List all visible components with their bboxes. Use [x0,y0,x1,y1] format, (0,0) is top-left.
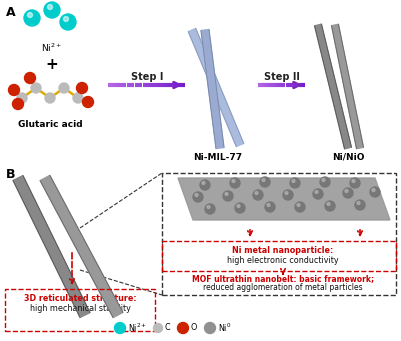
Circle shape [295,202,305,212]
Circle shape [45,93,55,103]
Circle shape [207,206,210,208]
Circle shape [195,193,198,196]
Text: high mechanical stability: high mechanical stability [30,304,130,313]
Circle shape [322,178,325,181]
Circle shape [73,93,83,103]
Circle shape [370,187,380,197]
Text: +: + [46,57,59,72]
Text: Glutaric acid: Glutaric acid [18,120,82,129]
Polygon shape [201,29,224,148]
Text: Step I: Step I [131,72,163,82]
Text: Ni$^{2+}$: Ni$^{2+}$ [128,322,147,334]
Bar [162,173,396,295]
Circle shape [205,204,215,214]
Circle shape [255,192,258,194]
Circle shape [253,190,263,200]
Circle shape [315,191,318,193]
Text: Ni metal nanoparticle:: Ni metal nanoparticle: [232,246,334,255]
Circle shape [60,14,76,30]
Text: A: A [6,6,16,19]
Circle shape [345,190,348,193]
Circle shape [352,179,355,182]
Text: 3D reticulated structure:: 3D reticulated structure: [24,294,136,303]
Circle shape [283,190,293,200]
Circle shape [235,203,245,213]
Bar [162,241,396,271]
Polygon shape [315,24,351,149]
Circle shape [115,323,126,333]
Circle shape [200,180,210,190]
Circle shape [292,179,295,182]
Circle shape [372,189,375,192]
Circle shape [44,2,60,18]
Bar [5,289,155,331]
Text: reduced agglomeration of metal particles: reduced agglomeration of metal particles [203,283,363,292]
Text: Ni/NiO: Ni/NiO [332,153,364,162]
Polygon shape [332,24,363,149]
Text: high electronic conductivity: high electronic conductivity [227,256,339,265]
Circle shape [28,13,32,17]
Circle shape [313,189,323,199]
Circle shape [285,192,288,194]
Circle shape [237,205,240,208]
Circle shape [265,202,275,212]
Circle shape [290,178,300,188]
Text: Ni-MIL-77: Ni-MIL-77 [193,153,243,162]
Text: O: O [190,324,197,332]
Circle shape [320,177,330,187]
Text: B: B [6,168,16,181]
Circle shape [355,200,365,210]
Circle shape [230,178,240,188]
Polygon shape [178,178,390,220]
Circle shape [327,203,330,206]
Circle shape [77,83,87,93]
Text: Step II: Step II [264,72,300,82]
Circle shape [202,181,205,184]
Text: C: C [164,324,170,332]
Circle shape [8,85,20,95]
Circle shape [24,10,40,26]
Polygon shape [40,175,123,317]
Circle shape [267,204,270,207]
Circle shape [297,204,300,207]
Circle shape [193,192,203,202]
Circle shape [225,193,228,195]
Circle shape [31,83,41,93]
Circle shape [223,191,233,201]
Circle shape [350,178,360,188]
Circle shape [63,16,69,21]
Circle shape [343,188,353,198]
Circle shape [357,202,360,205]
Circle shape [232,179,235,182]
Circle shape [178,323,188,333]
Circle shape [325,201,335,211]
Circle shape [17,93,27,103]
Circle shape [83,97,93,107]
Circle shape [154,324,162,332]
Circle shape [59,83,69,93]
Polygon shape [188,28,244,147]
Polygon shape [13,176,90,317]
Circle shape [47,4,53,10]
Circle shape [12,99,24,109]
Circle shape [262,178,265,181]
Circle shape [205,323,215,333]
Circle shape [24,73,36,84]
Text: MOF ultrathin nanobelt: basic framework;: MOF ultrathin nanobelt: basic framework; [192,274,374,283]
Text: Ni$^{0}$: Ni$^{0}$ [217,322,231,334]
Circle shape [260,177,270,187]
Text: Ni$^{2+}$: Ni$^{2+}$ [41,42,63,55]
